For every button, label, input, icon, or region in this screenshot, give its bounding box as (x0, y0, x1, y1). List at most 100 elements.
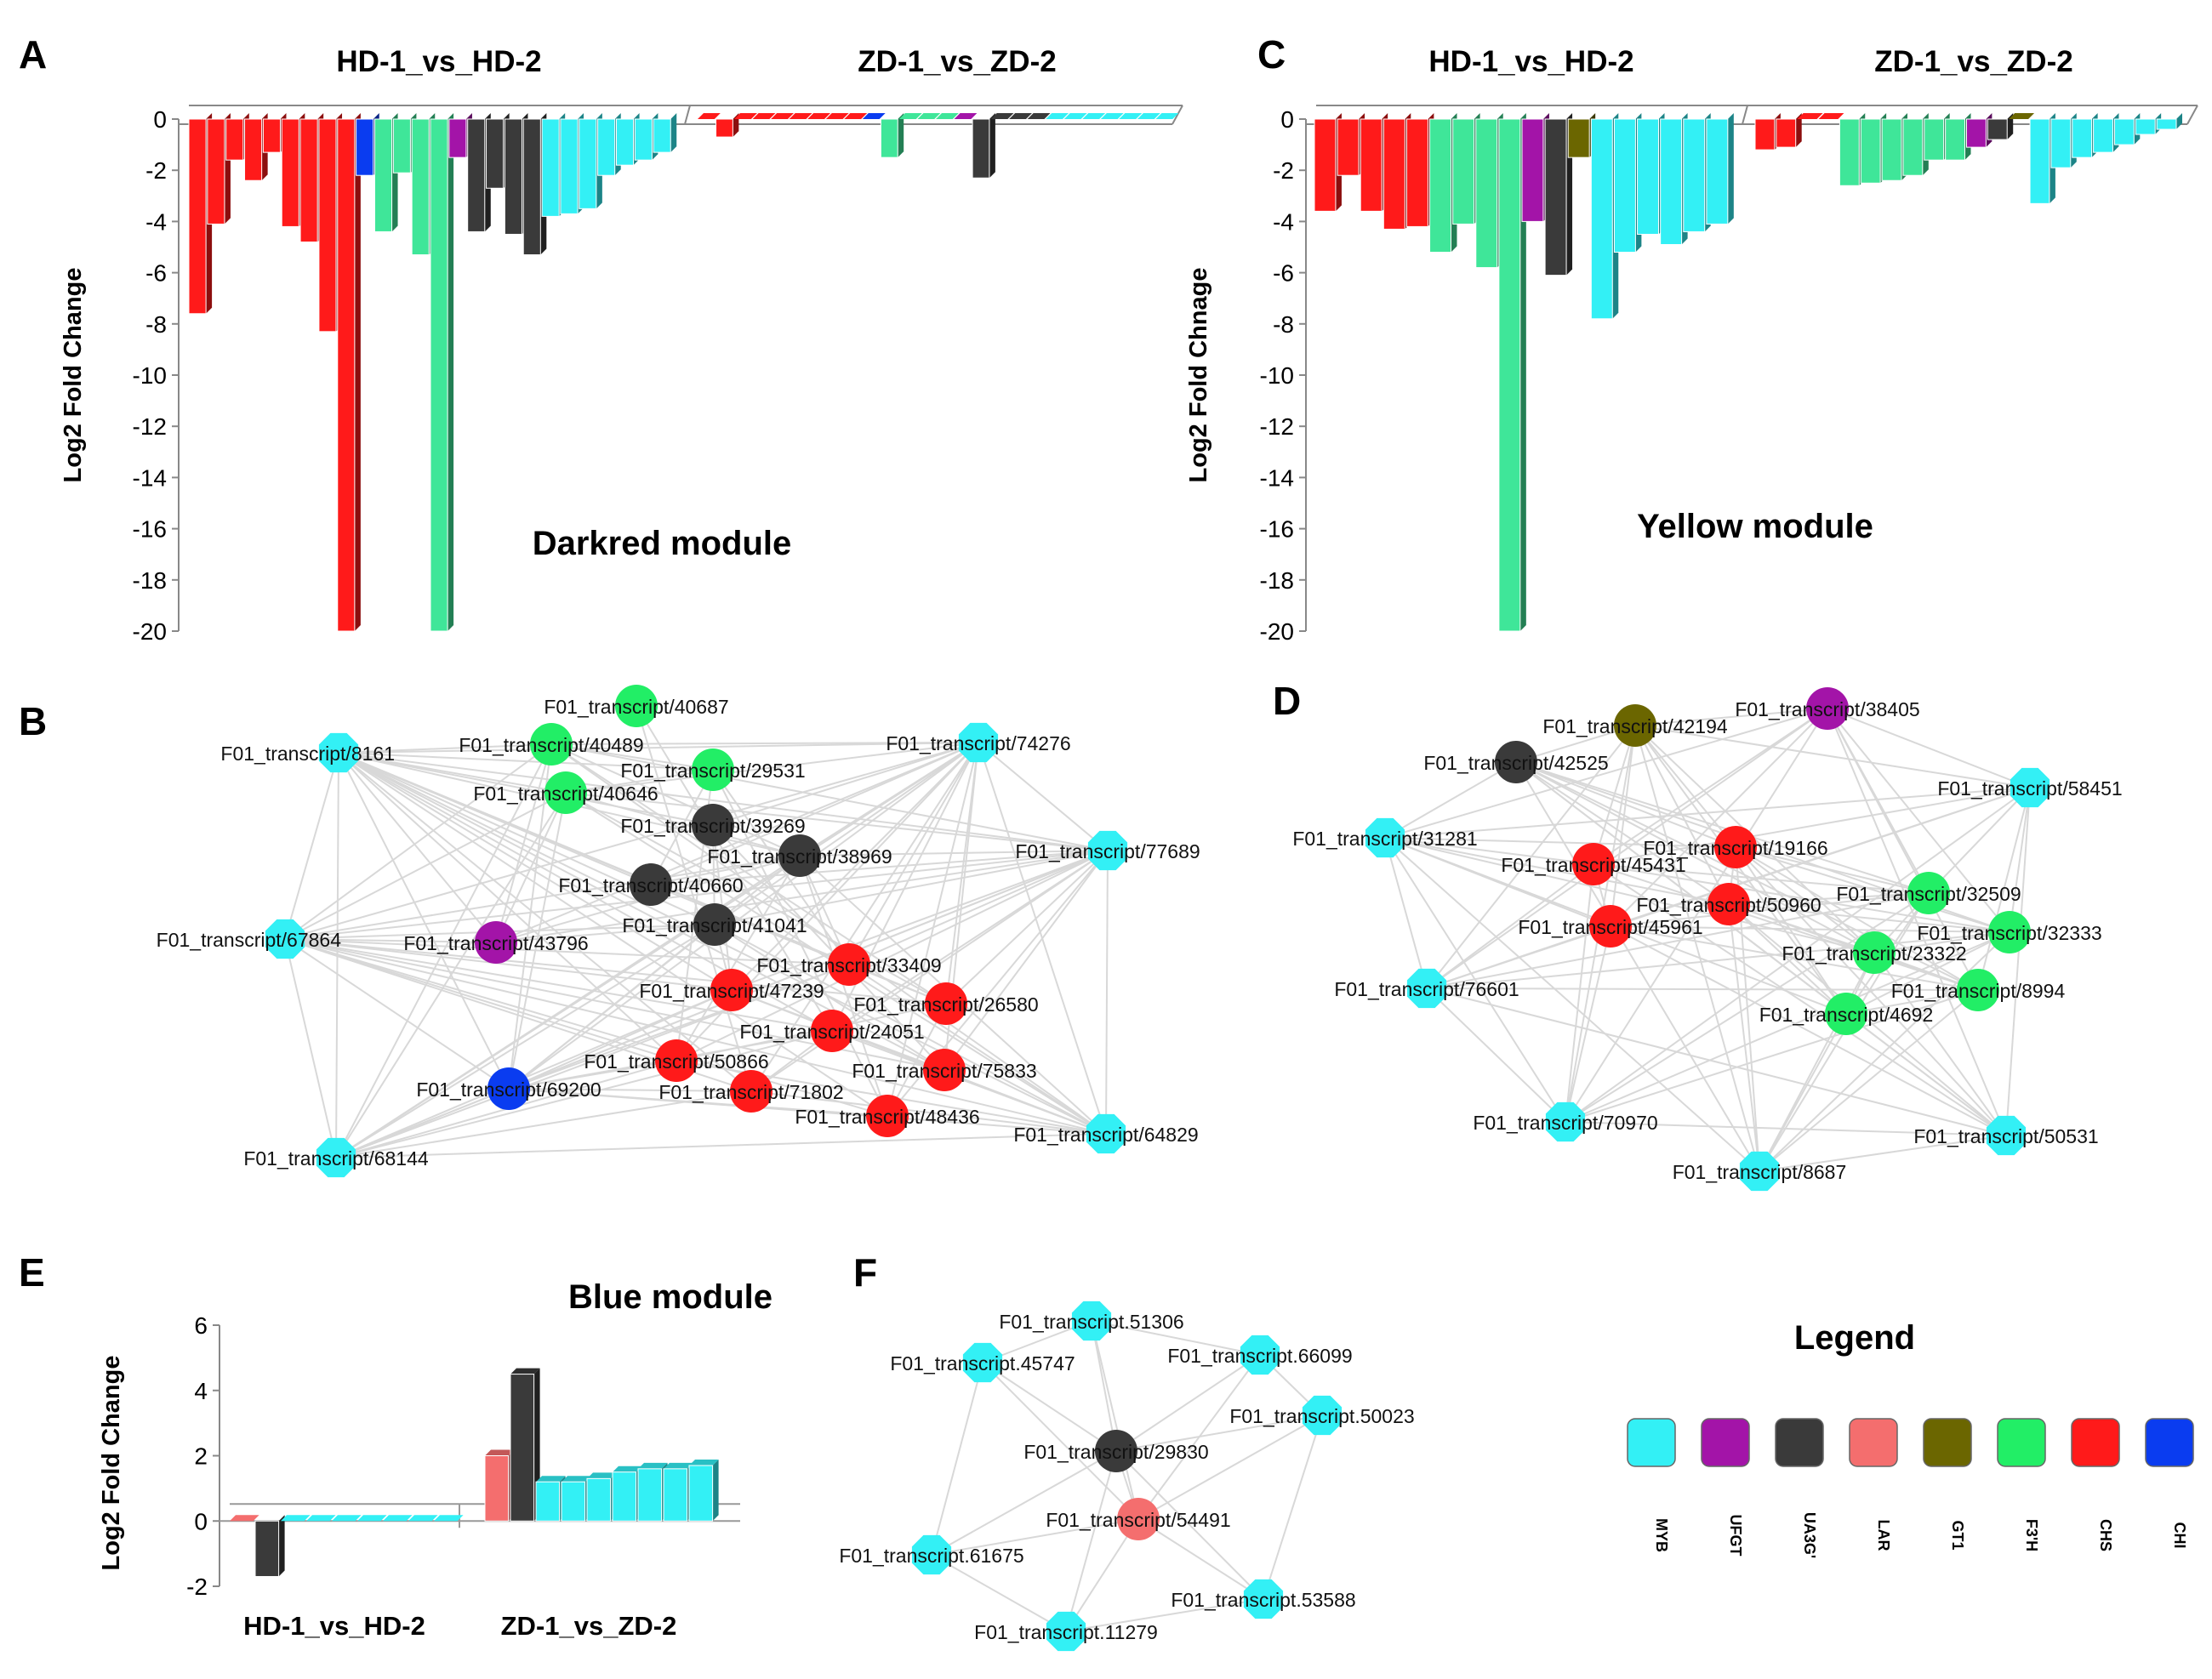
network-node: F01_transcript/41041 (622, 903, 807, 946)
legend-swatch (2071, 1418, 2120, 1467)
network-b: F01_transcript/40687 F01_transcript/40489… (157, 685, 1200, 1178)
y-tick-label: -2 (1273, 157, 1294, 184)
bar (990, 113, 1014, 119)
network-edge (1565, 892, 1930, 1123)
network-edge (831, 1030, 1107, 1135)
network-node: F01_transcript.53588 (1171, 1579, 1356, 1619)
network-edge (714, 924, 945, 1071)
node-label: F01_transcript/69200 (416, 1079, 601, 1101)
network-node: F01_transcript/67864 (157, 919, 341, 959)
legend-item: CHI (2145, 1418, 2194, 1549)
network-edge (1735, 846, 1979, 991)
legend-swatch (2145, 1418, 2194, 1467)
network-edge (284, 855, 801, 940)
y-tick-label: -10 (1260, 362, 1294, 389)
node-label: F01_transcript/68144 (243, 1147, 429, 1170)
network-edge (848, 850, 1109, 965)
network-node: F01_transcript/32509 (1836, 872, 2021, 914)
network-node: F01_transcript/8161 (220, 732, 395, 773)
network-edge (1115, 1354, 1261, 1452)
y-axis-label: Log2 Fold Change (60, 268, 87, 483)
network-edge (2009, 787, 2031, 933)
y-tick-label: -20 (1260, 618, 1294, 645)
bar (1706, 113, 1734, 225)
network-edge (1593, 863, 1979, 991)
node-label: F01_transcript/58451 (1937, 777, 2122, 800)
node-label: F01_transcript.11279 (974, 1621, 1158, 1643)
network-edge (931, 1450, 1117, 1556)
legend-swatch (1923, 1418, 1972, 1467)
legend: Legend MYB UFGT UA3G' LAR GT1 F3'H CHS CHI (1627, 1319, 2194, 1558)
network-node: F01_transcript/4692 (1759, 993, 1933, 1035)
chart-c-yellow: 0 -2 -4 -6 -8 -10 -12 -14 -16 -18 -20 Log2 Fold Chn… (1185, 45, 2198, 645)
bar (1100, 113, 1124, 119)
group-title: HD-1_vs_HD-2 (336, 45, 541, 78)
network-edge (1565, 1121, 2007, 1136)
chart-e-blue: 6 4 2 0 -2 Log2 Fold Change Blue module HD-1_vs… (98, 1278, 772, 1641)
node-label: F01_transcript/40646 (473, 783, 658, 805)
bar (698, 113, 721, 119)
network-edge (284, 752, 339, 940)
node-label: F01_transcript/47239 (639, 980, 824, 1002)
network-node: F01_transcript.51306 (999, 1301, 1184, 1341)
network-node: F01_transcript/42525 (1423, 741, 1609, 783)
node-label: F01_transcript/71802 (658, 1081, 843, 1103)
network-node: F01_transcript/33409 (756, 943, 942, 986)
bar (752, 113, 776, 119)
network-edge (508, 742, 979, 1090)
y-tick-label: -12 (1260, 413, 1294, 440)
network-edge (676, 850, 1109, 1061)
network-edge (978, 742, 1109, 851)
network-edge (1845, 1013, 2007, 1136)
bar (715, 113, 739, 138)
bar (917, 113, 941, 119)
network-edge (1137, 1414, 1323, 1520)
network-edge (284, 938, 888, 1117)
y-tick-label: -20 (133, 618, 167, 645)
network-edge (1827, 708, 2010, 933)
legend-swatch (1627, 1418, 1676, 1467)
network-edge (1137, 1518, 1264, 1600)
y-tick-label: -6 (145, 260, 167, 287)
network-edge (1728, 903, 1847, 1015)
network-edge (944, 850, 1109, 1071)
network-node: F01_transcript/40660 (558, 863, 744, 906)
network-node: F01_transcript/26580 (853, 982, 1039, 1025)
network-edge (284, 792, 567, 940)
network-edge (982, 1362, 1139, 1520)
node-label: F01_transcript/54491 (1046, 1509, 1230, 1531)
network-edge (1384, 837, 1594, 865)
panel-label-b: B (19, 699, 47, 743)
network-node: F01_transcript/42194 (1542, 704, 1728, 747)
network-node: F01_transcript/29830 (1023, 1430, 1209, 1472)
y-tick-label: -8 (1273, 311, 1294, 338)
network-edge (335, 924, 715, 1158)
network-edge (495, 924, 715, 943)
network-node: F01_transcript/40646 (473, 771, 658, 814)
group-title: HD-1_vs_HD-2 (243, 1611, 425, 1641)
network-edge (508, 743, 552, 1090)
network-node: F01_transcript/19166 (1643, 826, 1828, 868)
legend-swatch (1775, 1418, 1824, 1467)
chart-a-darkred: 0 -2 -4 -6 -8 -10 -12 -14 -16 -18 -20 Log2 Fold Cha… (60, 45, 1183, 645)
network-edge (676, 855, 801, 1061)
panel-label-f: F (853, 1250, 877, 1295)
network-edge (508, 1088, 752, 1092)
node-label: F01_transcript/45961 (1518, 916, 1702, 938)
bar (1987, 113, 2014, 140)
network-edge (1759, 1013, 1847, 1172)
network-edge (1873, 952, 2007, 1136)
network-edge (799, 855, 888, 1117)
bar (306, 1515, 336, 1522)
network-node: F01_transcript/38405 (1735, 687, 1920, 730)
node-label: F01_transcript/40660 (558, 874, 743, 896)
node-label: F01_transcript/77689 (1015, 840, 1200, 862)
network-edge (1610, 725, 1636, 927)
network-node: F01_transcript/58451 (1937, 767, 2123, 808)
node-label: F01_transcript/8687 (1673, 1161, 1847, 1183)
network-edge (1977, 787, 2031, 991)
bar (789, 113, 812, 119)
y-tick-label: -16 (1260, 516, 1294, 543)
network-edge (1426, 863, 1594, 989)
bar (1046, 113, 1069, 119)
